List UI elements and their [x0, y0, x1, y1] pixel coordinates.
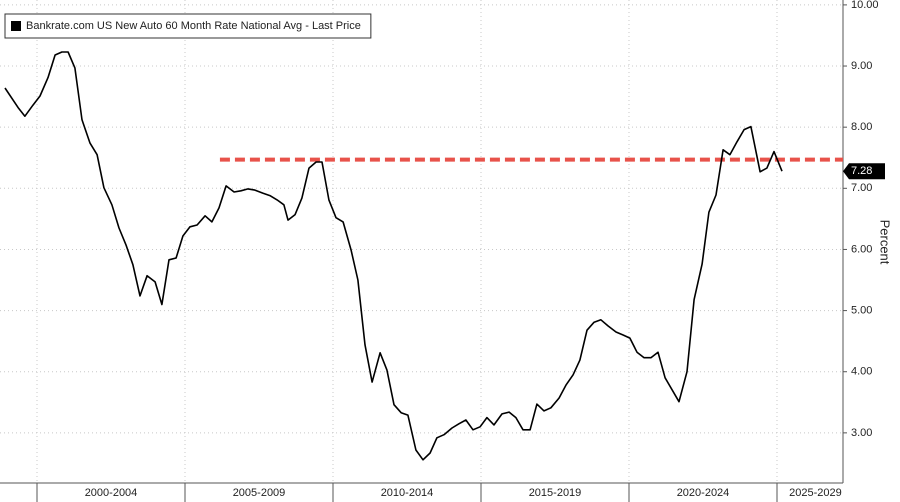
- y-tick-label: 4.00: [851, 366, 872, 378]
- y-axis-title: Percent: [878, 220, 893, 265]
- x-tick-label: 2010-2014: [381, 487, 434, 499]
- x-tick-label: 2000-2004: [85, 487, 138, 499]
- y-tick-label: 9.00: [851, 60, 872, 72]
- last-value-label: 7.28: [851, 165, 872, 177]
- y-tick-label: 3.00: [851, 427, 872, 439]
- legend-label: Bankrate.com US New Auto 60 Month Rate N…: [26, 20, 361, 32]
- x-tick-label: 2020-2024: [677, 487, 730, 499]
- y-tick-label: 5.00: [851, 304, 872, 316]
- legend-box: [4, 13, 372, 39]
- legend-swatch: [11, 21, 21, 31]
- line-series: [4, 51, 783, 461]
- x-tick-label: 2025-2029: [789, 487, 842, 499]
- x-tick-label: 2015-2019: [529, 487, 582, 499]
- y-tick-label: 8.00: [851, 121, 872, 133]
- legend: Bankrate.com US New Auto 60 Month Rate N…: [4, 13, 372, 39]
- y-tick-label: 10.00: [851, 0, 879, 11]
- last-value-box: [843, 163, 885, 180]
- y-tick-label: 7.00: [851, 182, 872, 194]
- y-tick-label: 6.00: [851, 243, 872, 255]
- x-tick-label: 2005-2009: [233, 487, 286, 499]
